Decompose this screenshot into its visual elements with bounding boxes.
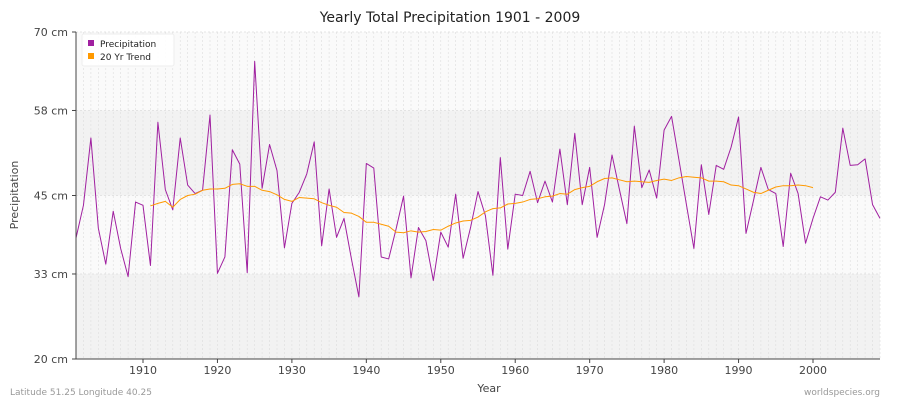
precipitation-series-line xyxy=(75,60,881,298)
plot-band xyxy=(76,195,880,274)
x-tick-label: 1910 xyxy=(129,364,157,377)
x-tick-label: 1950 xyxy=(427,364,455,377)
gridlines xyxy=(75,31,881,360)
x-tick-label: 1990 xyxy=(725,364,753,377)
legend-box xyxy=(81,33,175,67)
legend-swatch-precipitation xyxy=(88,40,94,46)
x-tick-label: 1980 xyxy=(650,364,678,377)
legend-label-trend: 20 Yr Trend xyxy=(100,53,151,63)
plot-band xyxy=(76,32,880,111)
footer-credit: worldspecies.org xyxy=(804,388,880,398)
chart-title: Yearly Total Precipitation 1901 - 2009 xyxy=(319,10,581,26)
tick-labels: 20 cm 33 cm 45 cm 58 cm 70 cm 1910 1920 1930 194… xyxy=(34,26,827,377)
y-tick-label: 45 cm xyxy=(34,190,68,203)
footer-location: Latitude 51.25 Longitude 40.25 xyxy=(10,388,152,398)
y-tick-label: 20 cm xyxy=(34,353,68,366)
x-tick-label: 1960 xyxy=(501,364,529,377)
x-axis-label: Year xyxy=(476,382,501,395)
y-tick-label: 58 cm xyxy=(34,104,68,117)
legend-label-precipitation: Precipitation xyxy=(100,40,156,50)
x-tick-label: 2000 xyxy=(799,364,827,377)
series-lines xyxy=(75,60,881,298)
x-tick-label: 1940 xyxy=(352,364,380,377)
legend-swatch-trend xyxy=(88,53,94,59)
y-tick-label: 33 cm xyxy=(34,268,68,281)
legend: Precipitation 20 Yr Trend xyxy=(81,33,175,67)
x-tick-label: 1930 xyxy=(278,364,306,377)
x-tick-label: 1920 xyxy=(203,364,231,377)
x-tick-label: 1970 xyxy=(576,364,604,377)
y-axis-label: Precipitation xyxy=(8,161,21,230)
y-tick-label: 70 cm xyxy=(34,26,68,39)
trend-series-line xyxy=(150,176,814,234)
